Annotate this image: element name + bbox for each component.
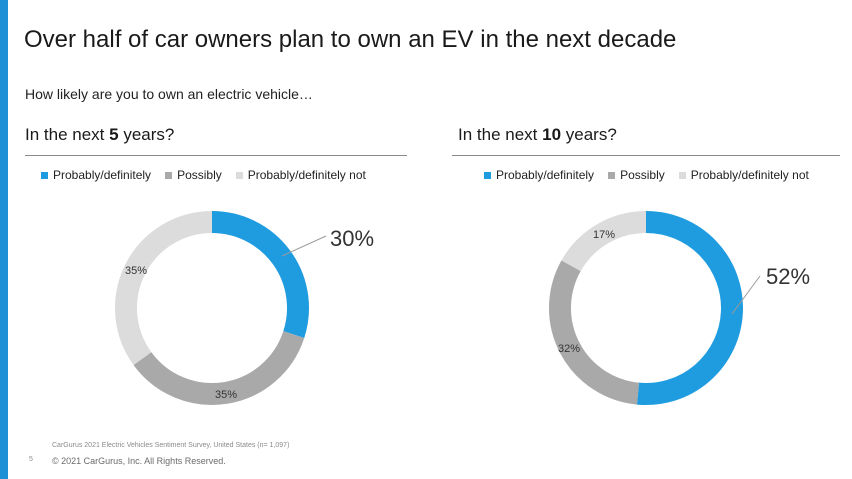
legend-label: Probably/definitely [496,168,595,182]
heading-rule [452,155,840,156]
slide-title: Over half of car owners plan to own an E… [24,26,677,53]
legend-item: Possibly [608,168,665,182]
legend-label: Probably/definitely [53,168,152,182]
legend-swatch [608,171,616,179]
legend-swatch [41,171,48,179]
heading-suffix: years? [561,125,617,144]
accent-bar [0,0,8,479]
legend-label: Possibly [620,168,665,182]
donut-slice [115,211,213,366]
heading-bold: 10 [542,125,562,144]
legend-item: Probably/definitely not [235,168,366,182]
legend-item: Probably/definitely [41,168,151,182]
legend-10-years: Probably/definitely Possibly Probably/de… [484,168,823,182]
legend-5-years: Probably/definitely Possibly Probably/de… [41,168,380,182]
data-label: 35% [125,265,147,277]
footer-copyright: © 2021 CarGurus, Inc. All Rights Reserve… [52,456,226,466]
legend-label: Probably/definitely not [690,168,809,182]
heading-bold: 5 [109,125,119,144]
legend-item: Probably/definitely [484,168,594,182]
legend-swatch [165,171,173,179]
heading-suffix: years? [118,125,175,144]
legend-item: Possibly [165,168,222,182]
data-label: 35% [215,389,237,401]
heading-prefix: In the next [458,125,543,144]
donut-slice [133,330,305,405]
legend-label: Possibly [177,168,222,182]
slide-subtitle: How likely are you to own an electric ve… [25,86,313,102]
legend-swatch [678,171,686,179]
panel-heading-5-years: In the next 5 years? [25,125,174,145]
footer-source: CarGurus 2021 Electric Vehicles Sentimen… [52,442,290,449]
donut-slice [211,211,309,338]
legend-item: Probably/definitely not [678,168,809,182]
heading-prefix: In the next [25,125,110,144]
legend-swatch [484,171,491,179]
heading-rule [25,155,407,156]
page-number: 5 [29,456,33,463]
legend-swatch [235,171,243,179]
legend-label: Probably/definitely not [247,168,366,182]
leader-line [281,235,327,257]
data-label: 30% [330,226,374,251]
panel-heading-10-years: In the next 10 years? [458,125,617,145]
